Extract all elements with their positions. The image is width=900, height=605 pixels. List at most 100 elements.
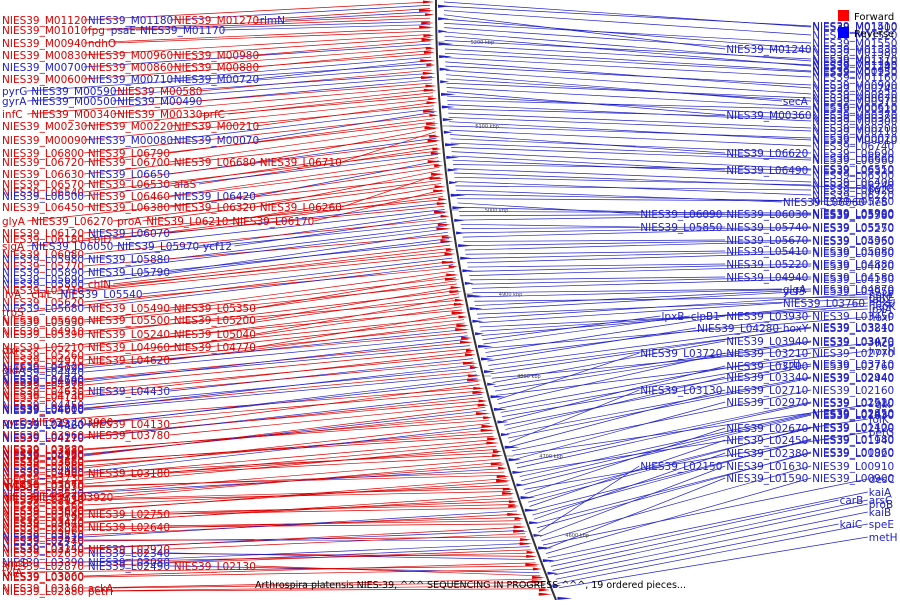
- gene-arrow: [454, 219, 465, 222]
- gene-label: hoxY: [783, 323, 809, 335]
- gene-label: NIES39_L03340: [726, 372, 808, 384]
- gene-label: NIES39_L01820: [812, 448, 894, 460]
- gene-label: NIES39_L04960: [88, 342, 170, 354]
- gene-label: NIES39_L06320: [174, 202, 256, 214]
- gene-arrow: [435, 185, 446, 188]
- gene-label: infC: [2, 109, 23, 121]
- gene-arrow: [423, 1, 434, 4]
- gene-label: NIES39_L06270: [31, 216, 113, 228]
- gene-arrow: [428, 160, 443, 163]
- gene-label: NIES39_L04280: [697, 323, 779, 335]
- gene-label: NIES39_L02490: [88, 561, 170, 573]
- gene-label: NIES39_L05490: [88, 303, 170, 315]
- gene-arrow: [507, 513, 522, 516]
- gene-label: psaE: [111, 25, 136, 37]
- gene-arrow: [445, 143, 460, 146]
- gene-arrow: [441, 93, 456, 96]
- gene-arrow: [426, 122, 439, 125]
- gene-arrow: [424, 89, 437, 92]
- gene-label: NIES39_L03130: [640, 385, 722, 397]
- gene-label: NIES39_L06720: [2, 157, 84, 169]
- gene-label: clpB1: [691, 311, 720, 323]
- connector-line: [142, 258, 452, 294]
- connector-line: [450, 135, 725, 153]
- gene-arrow: [434, 164, 443, 167]
- gene-arrow: [442, 106, 455, 109]
- gene-arrow: [514, 526, 527, 529]
- gene-arrow: [512, 471, 523, 474]
- gene-label: secA: [783, 96, 809, 108]
- gene-arrow: [431, 173, 444, 176]
- gene-label: NIES39_L06620: [726, 148, 808, 160]
- gene-arrow: [486, 442, 499, 445]
- gene-arrow: [533, 568, 542, 571]
- tick-label: 4600 kbp: [565, 533, 589, 539]
- gene-label: NIES39_M00220: [88, 121, 173, 133]
- gene-label: kaiC: [840, 519, 863, 531]
- gene-label: NIES39_L06710: [260, 157, 342, 169]
- gene-arrow: [420, 59, 435, 62]
- gene-label: NIES39_L05390: [2, 329, 84, 341]
- gene-label: NIES39_L02970: [726, 397, 808, 409]
- gene-arrow: [425, 13, 434, 16]
- gene-arrow: [427, 101, 438, 104]
- gene-label: NIES39_L05850: [640, 222, 722, 234]
- connector-line: [447, 100, 811, 109]
- connector-line: [449, 126, 811, 138]
- gene-label: NIES39_L06380: [88, 202, 170, 214]
- gene-label: NIES39_M00980: [174, 50, 259, 62]
- gene-label: NIES39_L06450: [2, 202, 84, 214]
- connector-line: [543, 479, 868, 545]
- gene-arrow: [476, 412, 491, 415]
- gene-arrow: [455, 328, 470, 331]
- gene-arrow: [497, 421, 508, 424]
- gene-label: NIES39_L06700: [88, 157, 170, 169]
- connector-line: [256, 112, 434, 140]
- gene-label: desC: [869, 474, 895, 486]
- gene-arrow: [438, 30, 447, 33]
- gene-arrow: [424, 51, 435, 54]
- gene-label: NIES39_L05500: [88, 315, 170, 327]
- gene-label: NIES39_M00230: [2, 121, 87, 133]
- gene-label: NIES39_M00600: [2, 74, 87, 86]
- gene-label: NIES39_L02670: [726, 423, 808, 435]
- gene-arrow: [487, 383, 496, 386]
- gene-label: NIES39_M00830: [2, 50, 87, 62]
- connector-line: [549, 500, 838, 562]
- gene-arrow: [436, 227, 451, 230]
- gene-label: NIES39_M00360: [726, 110, 811, 122]
- gene-label: NIES39_L06210: [146, 216, 228, 228]
- gene-arrow: [473, 387, 484, 390]
- connector-line: [256, 287, 458, 320]
- gene-label: NIES39_M00210: [174, 121, 259, 133]
- gene-label: NIES39_M00720: [174, 74, 259, 86]
- gene-label: NIES39_L06030: [726, 209, 808, 221]
- gene-arrow: [458, 244, 473, 247]
- gene-label: NIES39_M01240: [726, 44, 811, 56]
- gene-label: alaS: [174, 179, 197, 191]
- gene-label: NIES39_L03940: [726, 336, 808, 348]
- gene-label: NIES39_L05350: [174, 303, 256, 315]
- gene-arrow: [466, 349, 475, 352]
- gene-arrow: [509, 500, 518, 503]
- gene-label: NIES39_L05970: [117, 241, 199, 253]
- gene-label: NIES39_L05240: [88, 329, 170, 341]
- gene-label: prfC: [203, 109, 225, 121]
- gene-arrow: [508, 505, 519, 508]
- gene-arrow: [502, 492, 515, 495]
- gene-label: NIES39_M00070: [174, 135, 259, 147]
- gene-arrow: [433, 190, 446, 193]
- gene-arrow: [462, 269, 473, 272]
- gene-arrow: [438, 17, 449, 20]
- gene-label: NIES39_L05880: [88, 254, 170, 266]
- gene-label: NIES39_M01010: [2, 25, 87, 37]
- connector-line: [199, 90, 433, 114]
- gene-label: NIES39_L06260: [260, 202, 342, 214]
- gene-label: NIES39_M00940: [2, 38, 87, 50]
- gene-arrow: [429, 114, 438, 117]
- gene-label: speE: [869, 519, 894, 531]
- connector-line: [538, 466, 639, 532]
- gene-arrow: [465, 353, 476, 356]
- gene-label: NIES39_L05740: [726, 222, 808, 234]
